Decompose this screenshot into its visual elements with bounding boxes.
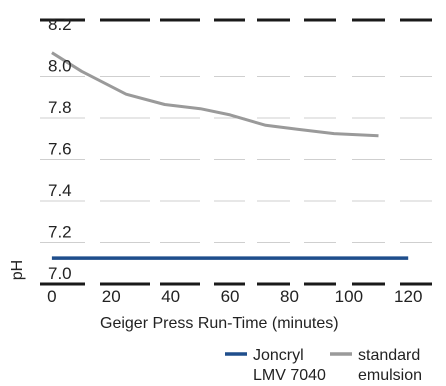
y-tick-labels: 7.0 7.2 7.4 7.6 7.8 8.0 8.2 bbox=[48, 15, 72, 283]
legend-label: Joncryl bbox=[253, 347, 304, 364]
y-tick-label: 7.8 bbox=[48, 98, 72, 117]
series-line-standard-emulsion bbox=[51, 51, 379, 138]
x-tick-label: 40 bbox=[161, 287, 180, 306]
series-lines bbox=[51, 51, 409, 260]
x-tick-label: 0 bbox=[47, 287, 56, 306]
x-tick-label: 60 bbox=[221, 287, 240, 306]
y-tick-label: 8.2 bbox=[48, 15, 72, 34]
x-axis-title: Geiger Press Run-Time (minutes) bbox=[100, 315, 339, 332]
y-tick-label: 7.6 bbox=[48, 140, 72, 159]
grid-lines bbox=[40, 18, 432, 286]
y-axis-title: pH bbox=[9, 260, 26, 280]
y-tick-label: 8.0 bbox=[48, 57, 72, 76]
legend-label: standard bbox=[358, 347, 420, 364]
x-tick-labels: 0 20 40 60 80 100 120 bbox=[47, 287, 422, 306]
legend-label: LMV 7040 bbox=[253, 367, 326, 384]
x-tick-label: 80 bbox=[280, 287, 299, 306]
y-tick-label: 7.4 bbox=[48, 181, 72, 200]
x-tick-label: 20 bbox=[102, 287, 121, 306]
x-tick-label: 120 bbox=[394, 287, 422, 306]
legend-label: emulsion bbox=[358, 367, 422, 384]
x-tick-label: 100 bbox=[335, 287, 363, 306]
legend: Joncryl LMV 7040 standard emulsion bbox=[225, 347, 422, 384]
y-tick-label: 7.2 bbox=[48, 223, 72, 242]
y-tick-label: 7.0 bbox=[48, 264, 72, 283]
